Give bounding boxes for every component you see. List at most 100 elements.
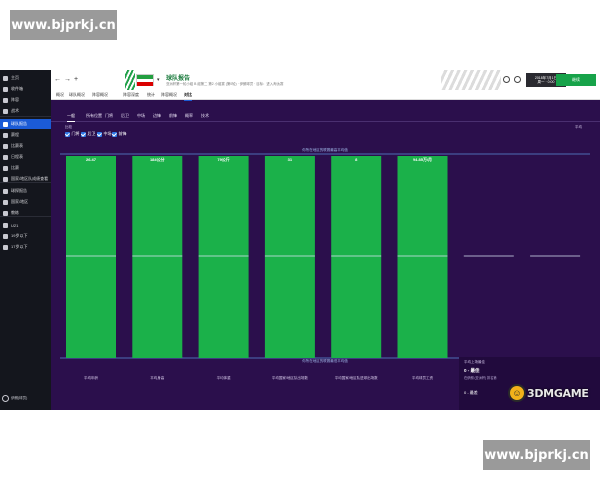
info-title: 平均上场最佳 (464, 360, 485, 364)
gear-icon (2, 395, 9, 402)
position-checkbox[interactable]: 中场 (97, 131, 112, 137)
filter-label: 比较 (65, 125, 72, 129)
sidebar-divider (0, 216, 51, 217)
category-label: 平均体重 (217, 375, 231, 380)
header-bar: ← → + ▾ 球队报告 亚洲杯第一轮小组 B 组第二 第2 小组赛 (第0轮)… (51, 70, 600, 90)
bar (198, 156, 249, 358)
subtab[interactable]: 一般 (67, 113, 75, 122)
iran-flag-icon (136, 74, 154, 86)
sidebar-item-icon (3, 176, 8, 182)
forward-icon[interactable]: → (64, 76, 71, 83)
info-best: 0 - 最佳 (464, 368, 480, 373)
info-description: 在伊朗 (亚洲杯) 排名第 (464, 376, 497, 380)
position-checkbox[interactable]: 前锋 (112, 131, 127, 137)
bar-value-label: ¥4.85万/月 (413, 156, 432, 162)
bar (132, 156, 183, 358)
sidebar-item-label: 17岁以下 (11, 244, 28, 249)
sidebar-item[interactable]: 收件箱 (0, 84, 51, 94)
category-label: 平均国家/地区队进球出场数 (335, 375, 378, 380)
tab[interactable]: 阵容概况 (161, 92, 177, 97)
bar (397, 156, 448, 358)
tab[interactable]: 概况 (56, 92, 64, 97)
position-checkbox[interactable]: 门将 (65, 131, 80, 137)
subtab[interactable]: 所有位置 (86, 113, 102, 118)
sidebar-item-label: 战术 (11, 108, 19, 113)
checkbox-label: 门将 (71, 131, 80, 136)
sidebar-item-label: 赛程 (11, 132, 19, 137)
checkbox-label: 前锋 (118, 131, 127, 136)
sidebar-item[interactable]: 17岁以下 (0, 242, 51, 252)
watermark-top: www.bjprkj.cn (10, 10, 117, 40)
sidebar-divider (0, 182, 51, 183)
checkbox-checked-icon (81, 131, 86, 137)
sidebar-item[interactable]: 赛程 (0, 130, 51, 140)
subtab[interactable]: 门将 (105, 113, 113, 118)
info-panel: 平均上场最佳 0 - 最佳 在伊朗 (亚洲杯) 排名第 0 - 最差 (459, 357, 600, 410)
back-icon[interactable]: ← (54, 76, 61, 83)
sidebar-item-label: U21 (11, 222, 19, 228)
sidebar: 主页收件箱阵容战术球队报告赛程比赛表 日程表 比赛国家/地区队成绩查看球探报告国家/… (0, 70, 51, 410)
tab[interactable]: 阵容深度 (123, 92, 139, 97)
sidebar-item-label: 国家/地区队成绩查看 (11, 176, 49, 181)
sidebar-item-icon (3, 222, 8, 228)
subtab[interactable]: 前锋 (169, 113, 177, 118)
date-line2: 周一 · 0:00 (537, 80, 555, 84)
sidebar-item[interactable]: 战术 (0, 106, 51, 116)
tab[interactable]: 对比 (184, 92, 192, 101)
tab[interactable]: 阵容概况 (92, 92, 108, 97)
sidebar-item[interactable]: 国家/地区队成绩查看 (0, 174, 51, 184)
filter-right-label[interactable]: 平均 (575, 125, 582, 129)
subtab[interactable]: 概率 (185, 113, 193, 118)
sidebar-item[interactable]: 阵容 (0, 95, 51, 105)
sidebar-item-icon (3, 75, 8, 81)
world-icon[interactable] (514, 76, 521, 83)
bar-chart: 你所在地区的联赛最高平均值 你所在地区的联赛最低平均值 26.47 平均年龄 184公分… (60, 146, 590, 396)
sidebar-item[interactable]: 比赛表 (0, 141, 51, 151)
sidebar-item-icon (3, 188, 8, 194)
watermark-bottom: www.bjprkj.cn (483, 440, 590, 470)
date-line1: 2018年7月1日 (534, 76, 558, 80)
sidebar-item-icon (3, 154, 8, 160)
bar-value-label: 184公分 (150, 156, 165, 162)
sidebar-item[interactable]: 19岁以下 (0, 231, 51, 241)
subtab[interactable]: 技术 (201, 113, 209, 118)
page-title: 球队报告 (166, 76, 191, 82)
sidebar-item[interactable]: U21 (0, 220, 51, 230)
search-icon[interactable] (503, 76, 510, 83)
sidebar-item[interactable]: 比赛 (0, 163, 51, 173)
sidebar-item[interactable]: 国家/地区 (0, 197, 51, 207)
tab[interactable]: 球队概况 (69, 92, 85, 97)
sidebar-item-icon (3, 143, 8, 149)
subtab[interactable]: 后卫 (121, 113, 129, 118)
tab[interactable]: 统计 (147, 92, 155, 97)
brand-mascot-icon: ☺ (508, 384, 526, 402)
bar-value-label: 26.47 (86, 157, 97, 162)
position-checkbox[interactable]: 后卫 (81, 131, 96, 137)
sidebar-item-icon (3, 121, 8, 127)
sidebar-item-label: 收件箱 (11, 86, 23, 91)
sidebar-item-label: 国家/地区 (11, 199, 29, 204)
subtab[interactable]: 边锋 (153, 113, 161, 118)
subtab[interactable]: 中场 (137, 113, 145, 118)
sidebar-item-icon (3, 86, 8, 92)
sidebar-item-icon (3, 97, 8, 103)
category-label: 平均球员工资 (412, 375, 433, 380)
sidebar-item[interactable]: 球队报告 (0, 119, 51, 129)
sidebar-item[interactable]: 教练 (0, 208, 51, 218)
sidebar-item-icon (3, 108, 8, 114)
sidebar-item[interactable]: 日程表 (0, 152, 51, 162)
brand-logo: ☺ 3DMGAME (508, 384, 589, 402)
sidebar-item-label: 19岁以下 (11, 233, 28, 238)
plus-icon[interactable]: + (74, 76, 79, 83)
sidebar-item[interactable]: 主页 (0, 73, 51, 83)
sidebar-item[interactable]: 球探报告 (0, 186, 51, 196)
sidebar-item-icon (3, 244, 8, 250)
checkbox-checked-icon (97, 131, 102, 137)
continue-button[interactable]: 继续 (556, 74, 596, 86)
sidebar-footer-label: 伊朗(球员) (11, 396, 28, 400)
main-tabs: 概况 球队概况 阵容概况 阵容深度 统计 阵容概况 对比 (51, 90, 600, 101)
club-stripes (125, 70, 135, 90)
chevron-down-icon[interactable]: ▾ (157, 77, 160, 83)
sidebar-footer[interactable]: 伊朗(球员) (2, 395, 27, 402)
